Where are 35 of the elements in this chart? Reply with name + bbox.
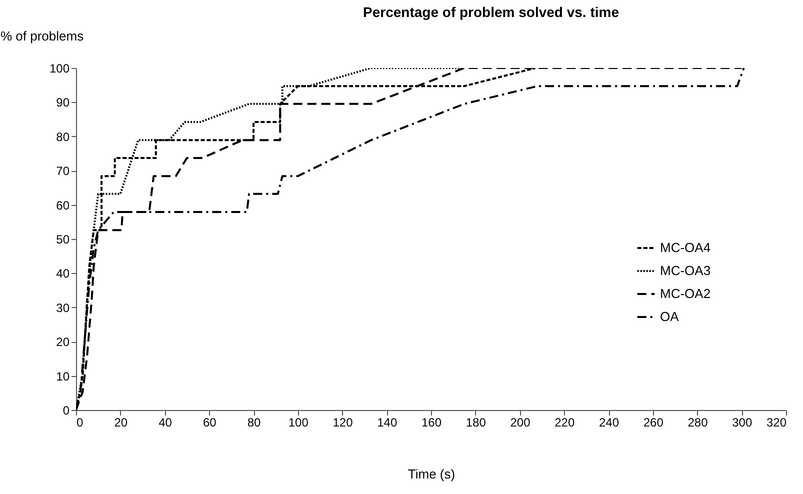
legend-label: MC-OA2 <box>660 286 711 301</box>
x-tick-label: 0 <box>76 416 84 430</box>
chart-title: Percentage of problem solved vs. time <box>363 4 620 20</box>
y-tick-label: 30 <box>56 300 70 315</box>
x-tick-label: 20 <box>114 416 128 430</box>
x-tick-label: 120 <box>332 416 354 430</box>
x-tick-label: 60 <box>202 416 217 430</box>
x-axis-title: Time (s) <box>408 466 456 482</box>
x-tick-label: 80 <box>247 416 261 430</box>
x-tick-label: 200 <box>510 416 531 430</box>
y-tick-label: 70 <box>56 164 70 178</box>
y-tick-label: 0 <box>62 404 70 418</box>
y-tick-label: 60 <box>56 198 70 212</box>
y-tick-label: 20 <box>56 335 70 350</box>
y-tick-label: 40 <box>56 266 70 281</box>
y-tick-label: 80 <box>56 130 70 144</box>
x-tick-label: 280 <box>688 416 708 430</box>
y-tick-label: 10 <box>56 369 70 384</box>
legend-label: MC-OA3 <box>660 263 711 278</box>
y-tick-label: 90 <box>56 96 70 110</box>
x-tick-label: 260 <box>643 416 664 430</box>
y-tick-label: 50 <box>56 232 70 246</box>
x-tick-label: 140 <box>377 416 398 430</box>
legend-label: OA <box>660 309 680 324</box>
x-tick-label: 180 <box>466 416 486 430</box>
y-axis-title: % of problems <box>0 28 84 44</box>
x-tick-label: 300 <box>732 416 752 430</box>
y-tick-label: 100 <box>49 62 70 76</box>
x-tick-label: 220 <box>554 416 575 430</box>
x-tick-label: 40 <box>158 416 172 430</box>
x-tick-label: 240 <box>598 416 620 430</box>
x-tick-label: 160 <box>421 416 442 430</box>
legend-label: MC-OA4 <box>660 240 711 255</box>
x-tick-label: 100 <box>288 416 309 430</box>
x-tick-label: 320 <box>766 416 787 430</box>
